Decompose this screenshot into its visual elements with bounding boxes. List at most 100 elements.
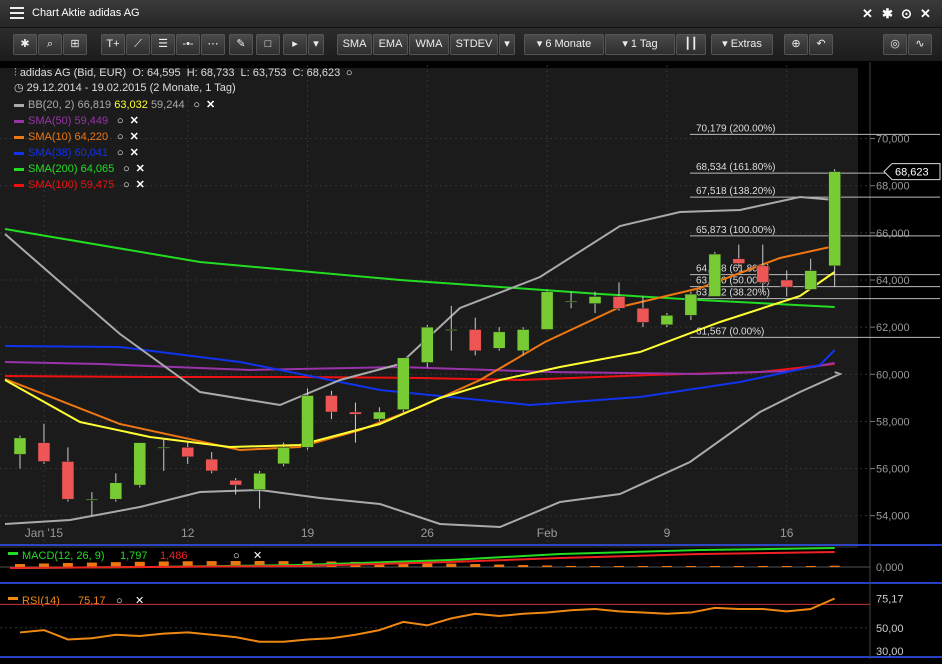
- candle[interactable]: [229, 480, 242, 486]
- wma-button[interactable]: WMA: [409, 34, 449, 55]
- candle[interactable]: [684, 293, 698, 316]
- overlay-remove-icon[interactable]: ✕: [129, 147, 139, 160]
- collapse-icon[interactable]: ✕: [862, 6, 873, 21]
- date-tick-label: 9: [664, 526, 671, 540]
- candle[interactable]: [301, 395, 314, 448]
- candle[interactable]: [13, 437, 27, 455]
- macd-label: MACD(12, 26, 9): [22, 550, 105, 562]
- candle[interactable]: [804, 270, 817, 290]
- overlay-remove-icon[interactable]: ✕: [135, 163, 145, 176]
- gear-icon[interactable]: ✱: [882, 6, 893, 21]
- candle[interactable]: [708, 253, 722, 297]
- candle[interactable]: [468, 329, 482, 351]
- macd-swatch: [8, 552, 18, 555]
- fib-level-label: 67,518 (138.20%): [696, 186, 776, 197]
- candle[interactable]: [732, 258, 746, 264]
- candle[interactable]: [588, 296, 602, 304]
- overlay-settings-icon[interactable]: ○: [122, 179, 130, 192]
- pen-tool-icon[interactable]: ✎: [229, 34, 253, 55]
- macd-hist-bar: [206, 561, 217, 567]
- macd-hist-bar: [422, 563, 433, 567]
- layers-icon[interactable]: ◎: [883, 34, 907, 55]
- candle[interactable]: [445, 329, 458, 331]
- candle[interactable]: [421, 326, 434, 363]
- fib-tool-icon[interactable]: ☰: [151, 34, 175, 55]
- overlay-row: SMA(10) 64,220 ○ ✕: [14, 130, 139, 144]
- instrument-settings-icon[interactable]: ○: [345, 67, 353, 80]
- macd-hist-bar: [805, 566, 816, 567]
- overlay-remove-icon[interactable]: ✕: [129, 131, 139, 144]
- overlay-remove-icon[interactable]: ✕: [206, 99, 216, 112]
- candle[interactable]: [756, 265, 770, 283]
- rect-tool-icon[interactable]: □: [256, 34, 280, 55]
- tools-dropdown-icon[interactable]: ▾: [308, 34, 324, 55]
- menu-icon[interactable]: [10, 7, 24, 21]
- window-title: Chart Aktie adidas AG: [32, 7, 140, 19]
- search-icon[interactable]: ⌕: [38, 34, 62, 55]
- overlay-settings-icon[interactable]: ○: [116, 131, 124, 144]
- candle[interactable]: [157, 447, 171, 449]
- candle[interactable]: [516, 329, 530, 351]
- overlay-value: 59,475: [80, 179, 118, 191]
- indicator-dropdown-icon[interactable]: ▾: [499, 34, 515, 55]
- interval-select[interactable]: ▾ 1 Tag: [605, 34, 675, 55]
- pointer-tool-icon[interactable]: ▸: [283, 34, 307, 55]
- chart-canvas[interactable]: 70,000 68,000 66,000 64,000 62,000 60,000 58,0…: [0, 62, 942, 659]
- wave-icon[interactable]: ∿: [908, 34, 932, 55]
- candle[interactable]: [253, 473, 266, 491]
- settings-icon[interactable]: ✱: [13, 34, 37, 55]
- overlay-settings-icon[interactable]: ○: [122, 163, 130, 176]
- chart-area[interactable]: 70,000 68,000 66,000 64,000 62,000 60,000 58,0…: [0, 62, 942, 659]
- macd-hist-bar: [110, 562, 121, 567]
- period-select[interactable]: ▾ 6 Monate: [524, 34, 604, 55]
- current-price-label: 68,623: [895, 167, 929, 179]
- candle[interactable]: [540, 291, 554, 330]
- channel-tool-icon[interactable]: ⋯: [201, 34, 225, 55]
- overlay-swatch: [14, 183, 24, 187]
- grid-icon[interactable]: ⊞: [63, 34, 87, 55]
- candle[interactable]: [828, 171, 841, 267]
- ema-button[interactable]: EMA: [373, 34, 408, 55]
- overlay-settings-icon[interactable]: ○: [116, 115, 124, 128]
- candle[interactable]: [181, 447, 194, 458]
- candle[interactable]: [205, 458, 218, 472]
- overlay-settings-icon[interactable]: ○: [193, 99, 200, 112]
- overlay-settings-icon[interactable]: ○: [116, 147, 124, 160]
- candle[interactable]: [109, 482, 123, 500]
- candle[interactable]: [37, 442, 51, 462]
- candle[interactable]: [780, 279, 793, 288]
- candle-type-icon[interactable]: ┃┃: [676, 34, 706, 55]
- text-tool-icon[interactable]: T+: [101, 34, 125, 55]
- candle[interactable]: [277, 447, 290, 465]
- candle[interactable]: [373, 411, 386, 420]
- candle[interactable]: [349, 411, 362, 415]
- close-icon[interactable]: ✕: [920, 6, 931, 21]
- overlay-row: SMA(38) 60,041 ○ ✕: [14, 146, 139, 160]
- stdev-button[interactable]: STDEV: [450, 34, 498, 55]
- extras-select[interactable]: ▾ Extras: [711, 34, 773, 55]
- candle[interactable]: [564, 300, 578, 303]
- candle[interactable]: [85, 498, 99, 501]
- sma200-line: [4, 228, 835, 308]
- candle[interactable]: [325, 395, 338, 413]
- sma-button[interactable]: SMA: [337, 34, 372, 55]
- hline-tool-icon[interactable]: -•-: [176, 34, 200, 55]
- zoom-in-icon[interactable]: ⊕: [784, 34, 808, 55]
- candle[interactable]: [660, 315, 674, 326]
- overlay-remove-icon[interactable]: ✕: [129, 115, 139, 128]
- macd-hist-bar: [230, 561, 241, 567]
- price-tick-label: 66,000: [876, 228, 910, 240]
- undo-icon[interactable]: ↶: [809, 34, 833, 55]
- candle[interactable]: [492, 331, 506, 349]
- overlay-remove-icon[interactable]: ✕: [135, 179, 145, 192]
- clock-icon: ◷: [14, 82, 27, 94]
- candle[interactable]: [397, 357, 410, 410]
- candle[interactable]: [133, 442, 147, 486]
- candle[interactable]: [61, 461, 75, 500]
- line-tool-icon[interactable]: ⟋: [126, 34, 150, 55]
- macd-hist-bar: [254, 561, 265, 567]
- rsi-settings-icon: ○: [116, 595, 123, 607]
- candle[interactable]: [636, 308, 650, 323]
- candle[interactable]: [612, 296, 626, 309]
- help-icon[interactable]: ⊙: [901, 6, 912, 21]
